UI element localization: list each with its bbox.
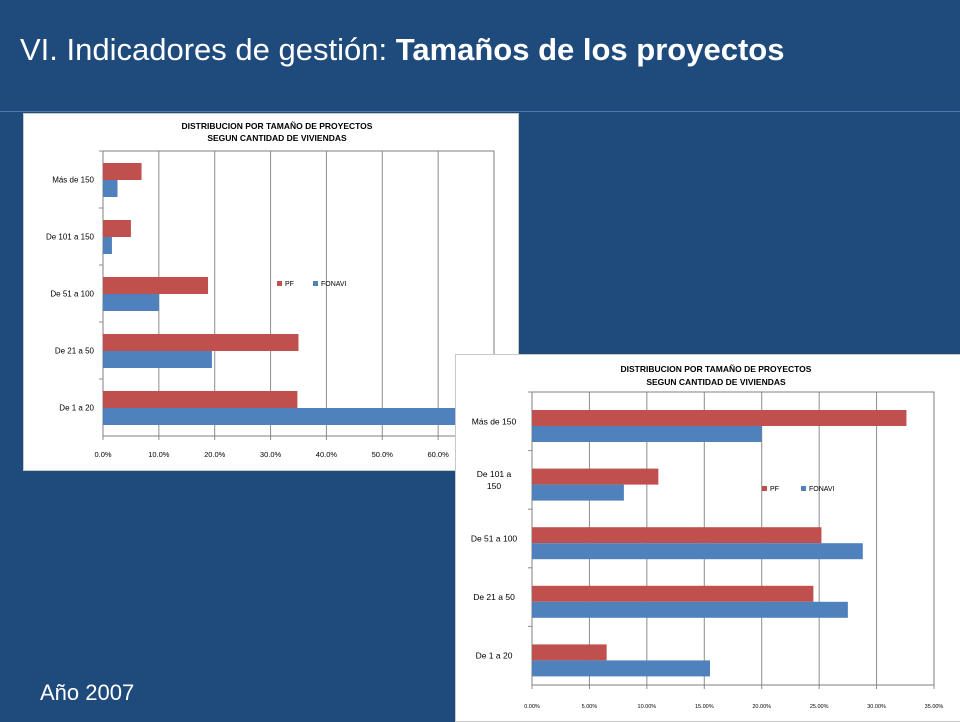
chart-1-legend-swatch (277, 281, 282, 286)
chart-2-bar-fonavi (532, 543, 863, 560)
chart-2-x-tick-label: 30.00% (867, 704, 886, 710)
chart-1-bar-fonavi (103, 408, 472, 425)
chart-1-legend-label: FONAVI (321, 281, 347, 288)
chart-2-bar-pf (532, 644, 607, 661)
chart-2-bar-pf (532, 468, 659, 485)
title-bold: Tamaños de los proyectos (395, 32, 785, 67)
chart-2-x-tick-label: 0.00% (524, 704, 540, 710)
chart-panel-1: DISTRIBUCION POR TAMAÑO DE PROYECTOS SEGU… (23, 113, 519, 471)
chart-1-x-tick-label: 30.0% (260, 450, 282, 459)
chart-2-category-label: De 21 a 50 (473, 592, 515, 602)
chart-2-legend-label: PF (770, 486, 779, 493)
chart-1-bar-pf (103, 334, 299, 351)
chart-1-title-line: SEGUN CANTIDAD DE VIVIENDAS (207, 133, 347, 143)
chart-1-bar-fonavi (103, 294, 159, 311)
chart-2-title-line: DISTRIBUCION POR TAMAÑO DE PROYECTOS (621, 364, 812, 374)
chart-2-bar-fonavi (532, 484, 624, 501)
chart-1-category-label: De 1 a 20 (59, 404, 94, 413)
chart-1-bar-pf (103, 277, 209, 294)
chart-1-bar-fonavi (103, 351, 212, 368)
chart-2-legend-label: FONAVI (809, 486, 835, 493)
chart-2-bar-pf (532, 585, 814, 602)
chart-1-x-tick-label: 50.0% (372, 450, 394, 459)
chart-2-bar-fonavi (532, 426, 762, 442)
chart-2-svg: DISTRIBUCION POR TAMAÑO DE PROYECTOS SEGU… (471, 364, 944, 710)
chart-2-legend-swatch (801, 486, 806, 491)
chart-2-bar-fonavi (532, 601, 848, 618)
chart-1-x-tick-label: 0.0% (94, 450, 111, 459)
chart-2-x-tick-label: 20.00% (752, 704, 771, 710)
chart-2-bar-pf (532, 410, 907, 426)
chart-1-bar-fonavi (103, 180, 118, 197)
chart-1-title-line: DISTRIBUCION POR TAMAÑO DE PROYECTOS (182, 121, 373, 131)
year-label: Año 2007 (40, 680, 135, 705)
chart-1-category-label: De 21 a 50 (55, 347, 95, 356)
chart-1-bar-fonavi (103, 237, 112, 254)
chart-2-legend-swatch (762, 486, 767, 491)
chart-2-category-label: 150 (487, 481, 501, 491)
chart-2-category-label: De 1 a 20 (476, 651, 513, 661)
chart-1-bar-pf (103, 391, 298, 408)
chart-2-category-label: Más de 150 (472, 416, 517, 426)
chart-2-x-tick-label: 15.00% (695, 704, 714, 710)
title-prefix: VI. Indicadores de gestión: (20, 32, 396, 67)
chart-2-x-tick-label: 10.00% (638, 704, 657, 710)
chart-1-legend-label: PF (285, 281, 294, 288)
chart-2-category-label: De 51 a 100 (471, 534, 518, 544)
chart-2-x-tick-label: 25.00% (810, 704, 829, 710)
chart-1-legend-swatch (313, 281, 318, 286)
chart-1-svg: DISTRIBUCION POR TAMAÑO DE PROYECTOS SEGU… (46, 121, 495, 459)
chart-1-x-tick-label: 40.0% (316, 450, 338, 459)
chart-2-category-label: De 101 a (477, 469, 512, 479)
chart-2-x-tick-label: 35.00% (925, 704, 944, 710)
slide-title: VI. Indicadores de gestión: Tamaños de l… (20, 32, 784, 68)
chart-1-category-label: Más de 150 (52, 176, 94, 185)
chart-2-bar-fonavi (532, 660, 711, 677)
chart-1-category-label: De 51 a 100 (50, 290, 94, 299)
title-divider (0, 111, 960, 112)
chart-1-bar-pf (103, 163, 142, 180)
chart-1-category-label: De 101 a 150 (46, 233, 95, 242)
chart-1-bar-pf (103, 220, 131, 237)
chart-1-x-tick-label: 60.0% (428, 450, 450, 459)
chart-2-x-tick-label: 5.00% (582, 704, 598, 710)
chart-panel-2: DISTRIBUCION POR TAMAÑO DE PROYECTOS SEGU… (455, 354, 960, 722)
chart-1-x-tick-label: 20.0% (204, 450, 226, 459)
chart-1-x-tick-label: 10.0% (148, 450, 170, 459)
chart-2-bar-pf (532, 527, 822, 544)
chart-2-title-line: SEGUN CANTIDAD DE VIVIENDAS (646, 377, 786, 387)
